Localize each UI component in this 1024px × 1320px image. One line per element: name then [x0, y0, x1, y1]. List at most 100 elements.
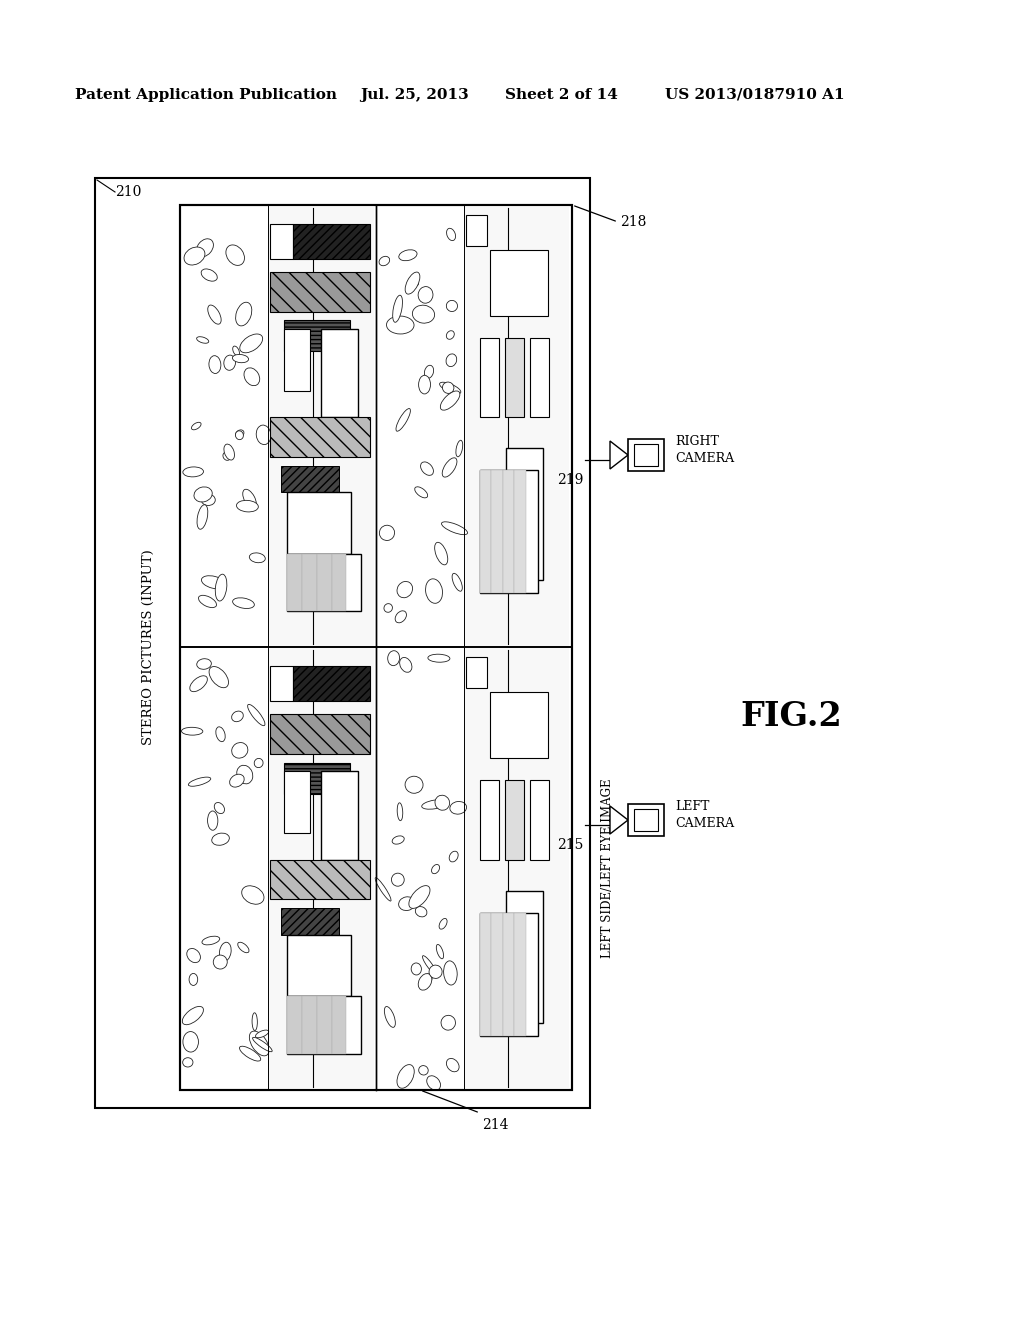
Text: LEFT
CAMERA: LEFT CAMERA [675, 800, 734, 830]
Ellipse shape [418, 974, 432, 990]
Ellipse shape [450, 851, 458, 862]
Text: FIG.2: FIG.2 [740, 700, 842, 733]
Ellipse shape [194, 487, 212, 502]
Bar [480, 780, 499, 859]
Bar [284, 771, 310, 833]
Bar [634, 809, 658, 832]
Ellipse shape [435, 795, 450, 810]
Ellipse shape [236, 430, 244, 440]
Ellipse shape [202, 936, 220, 945]
Ellipse shape [440, 391, 460, 411]
Ellipse shape [254, 759, 263, 768]
Ellipse shape [244, 368, 260, 385]
Ellipse shape [422, 800, 447, 809]
Text: Sheet 2 of 14: Sheet 2 of 14 [505, 88, 617, 102]
Ellipse shape [215, 574, 227, 601]
Text: 215: 215 [557, 838, 583, 851]
Text: Jul. 25, 2013: Jul. 25, 2013 [360, 88, 469, 102]
Ellipse shape [439, 919, 447, 929]
Bar [321, 771, 358, 859]
Bar [514, 912, 526, 1036]
Ellipse shape [439, 383, 461, 393]
Text: RIGHT
CAMERA: RIGHT CAMERA [675, 436, 734, 465]
Ellipse shape [201, 269, 217, 281]
Ellipse shape [240, 1047, 261, 1061]
Ellipse shape [386, 315, 414, 334]
Ellipse shape [208, 810, 218, 830]
Ellipse shape [419, 1065, 428, 1074]
Ellipse shape [253, 1038, 272, 1052]
Bar [530, 780, 549, 859]
Bar [284, 329, 310, 391]
Ellipse shape [182, 1057, 193, 1067]
Ellipse shape [407, 281, 419, 286]
Bar [506, 891, 543, 1023]
Ellipse shape [209, 667, 228, 688]
Ellipse shape [224, 355, 236, 371]
Ellipse shape [213, 956, 227, 969]
Bar [628, 804, 664, 836]
Ellipse shape [426, 579, 442, 603]
Ellipse shape [191, 422, 201, 430]
Bar [287, 553, 302, 611]
Ellipse shape [243, 490, 256, 508]
Ellipse shape [232, 355, 249, 363]
Bar [480, 912, 538, 1036]
Bar [480, 338, 499, 417]
Ellipse shape [446, 354, 457, 367]
Bar [490, 249, 548, 315]
Bar [490, 692, 548, 758]
Ellipse shape [256, 425, 271, 445]
Ellipse shape [250, 1031, 269, 1056]
Bar [480, 470, 538, 593]
Bar [634, 444, 658, 466]
Bar [268, 648, 374, 1089]
Bar [503, 912, 514, 1036]
Ellipse shape [197, 659, 211, 669]
Ellipse shape [442, 458, 457, 477]
Text: 218: 218 [620, 215, 646, 228]
Ellipse shape [441, 521, 468, 535]
Bar [480, 470, 492, 593]
Ellipse shape [249, 553, 265, 562]
Bar [321, 329, 358, 417]
Ellipse shape [446, 1059, 459, 1072]
Bar [270, 417, 370, 457]
Ellipse shape [418, 286, 433, 304]
Ellipse shape [406, 776, 423, 793]
Bar [514, 470, 526, 593]
Ellipse shape [201, 494, 215, 506]
Ellipse shape [375, 878, 391, 902]
Ellipse shape [391, 873, 404, 886]
Ellipse shape [406, 272, 420, 294]
Ellipse shape [242, 886, 264, 904]
Bar [270, 223, 294, 259]
Ellipse shape [212, 833, 229, 845]
Ellipse shape [398, 249, 417, 261]
Ellipse shape [209, 355, 221, 374]
Bar [332, 997, 346, 1053]
Text: US 2013/0187910 A1: US 2013/0187910 A1 [665, 88, 845, 102]
Bar [180, 205, 572, 1090]
Ellipse shape [189, 676, 208, 692]
Ellipse shape [434, 543, 447, 565]
Text: STEREO PICTURES (INPUT): STEREO PICTURES (INPUT) [141, 549, 155, 746]
Bar [466, 215, 487, 246]
Ellipse shape [392, 296, 402, 322]
Ellipse shape [453, 573, 462, 591]
Ellipse shape [232, 598, 254, 609]
Ellipse shape [232, 346, 240, 356]
Bar [332, 553, 346, 611]
Ellipse shape [424, 974, 432, 982]
Ellipse shape [413, 305, 434, 323]
Ellipse shape [431, 865, 439, 874]
Ellipse shape [379, 525, 394, 540]
Ellipse shape [412, 964, 422, 975]
Bar [628, 440, 664, 471]
Polygon shape [610, 807, 628, 834]
Ellipse shape [441, 1015, 456, 1030]
Ellipse shape [237, 766, 253, 784]
Bar [302, 997, 316, 1053]
Ellipse shape [396, 409, 411, 432]
Bar [316, 997, 332, 1053]
